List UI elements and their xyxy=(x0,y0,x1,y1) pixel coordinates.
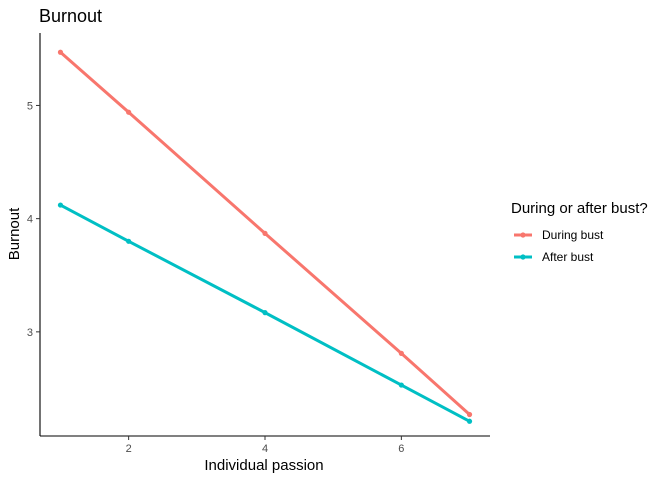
data-point-after-bust xyxy=(126,238,132,244)
data-point-after-bust xyxy=(398,382,404,388)
legend-item-after-bust: After bust xyxy=(514,250,594,264)
legend-item-during-bust: During bust xyxy=(514,228,604,242)
y-axis-title: Burnout xyxy=(6,207,23,260)
data-point-after-bust xyxy=(466,418,473,424)
data-point-during-bust xyxy=(262,230,268,236)
y-tick-label: 5 xyxy=(27,100,33,112)
x-tick-label: 6 xyxy=(398,443,404,455)
chart-title: Burnout xyxy=(39,6,102,26)
data-point-during-bust xyxy=(57,49,64,55)
x-tick-label: 4 xyxy=(262,443,268,455)
data-point-during-bust xyxy=(466,411,473,418)
y-tick-label: 3 xyxy=(27,327,33,339)
legend-label-after-bust: After bust xyxy=(542,250,594,264)
x-tick-label: 2 xyxy=(126,443,132,455)
data-point-during-bust xyxy=(398,350,404,356)
data-point-after-bust xyxy=(57,202,64,208)
legend-key-point-during-bust xyxy=(520,232,526,238)
legend-label-during-bust: During bust xyxy=(542,228,604,242)
data-point-during-bust xyxy=(126,109,132,115)
x-ticks: 2 4 6 xyxy=(126,436,404,455)
data-point-after-bust xyxy=(262,310,268,316)
legend-title: During or after bust? xyxy=(511,200,648,217)
legend-key-point-after-bust xyxy=(520,254,526,260)
y-tick-label: 4 xyxy=(27,214,33,226)
legend: During or after bust? During bust After … xyxy=(511,200,648,264)
x-axis-title: Individual passion xyxy=(204,457,323,474)
y-ticks: 3 4 5 xyxy=(27,100,40,339)
plot-area xyxy=(57,49,473,424)
